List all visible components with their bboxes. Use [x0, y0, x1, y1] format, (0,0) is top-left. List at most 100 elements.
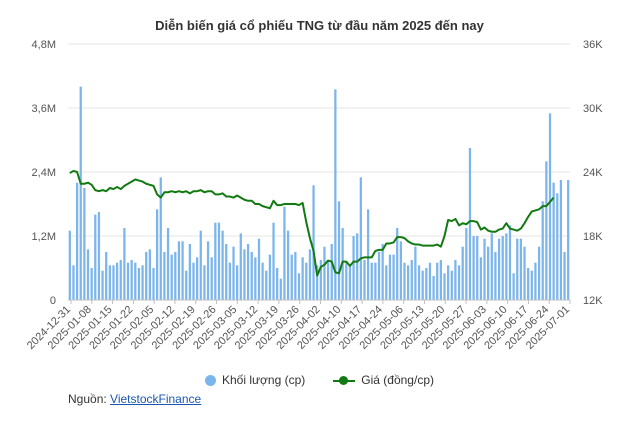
volume-bar[interactable] [261, 262, 264, 300]
volume-bar[interactable] [370, 262, 373, 300]
volume-bar[interactable] [225, 244, 228, 300]
volume-bar[interactable] [214, 222, 217, 300]
volume-bar[interactable] [137, 268, 141, 300]
volume-bar[interactable] [323, 246, 326, 300]
volume-bar[interactable] [439, 260, 442, 300]
volume-bar[interactable] [265, 270, 268, 300]
volume-bar[interactable] [454, 260, 457, 300]
volume-bar[interactable] [377, 252, 381, 300]
legend-item-volume[interactable]: Khối lượng (cp) [205, 373, 305, 387]
volume-bar[interactable] [345, 262, 348, 300]
volume-bar[interactable] [483, 238, 486, 300]
volume-bar[interactable] [305, 262, 308, 300]
volume-bar[interactable] [152, 268, 155, 300]
volume-bar[interactable] [414, 246, 417, 300]
volume-bar[interactable] [392, 254, 395, 300]
volume-bar[interactable] [105, 252, 108, 300]
volume-bar[interactable] [385, 265, 388, 300]
volume-bar[interactable] [90, 268, 93, 300]
volume-bar[interactable] [206, 241, 210, 300]
volume-bar[interactable] [396, 228, 399, 300]
volume-bar[interactable] [97, 212, 101, 300]
volume-bar[interactable] [148, 249, 151, 300]
volume-bar[interactable] [181, 241, 184, 300]
volume-bar[interactable] [465, 228, 468, 300]
volume-bar[interactable] [297, 273, 301, 300]
volume-bar[interactable] [123, 228, 126, 300]
volume-bar[interactable] [457, 265, 461, 300]
volume-bar[interactable] [541, 201, 544, 300]
volume-bar[interactable] [527, 268, 530, 300]
volume-bar[interactable] [512, 273, 515, 300]
volume-bar[interactable] [407, 265, 410, 300]
volume-bar[interactable] [421, 270, 424, 300]
volume-bar[interactable] [519, 238, 523, 300]
volume-bar[interactable] [101, 270, 104, 300]
volume-bar[interactable] [356, 233, 359, 300]
volume-bar[interactable] [112, 265, 115, 300]
volume-bar[interactable] [246, 244, 250, 300]
volume-bar[interactable] [530, 270, 533, 300]
volume-bar[interactable] [130, 260, 133, 300]
volume-bar[interactable] [159, 177, 162, 300]
volume-bar[interactable] [330, 244, 333, 300]
volume-bar[interactable] [192, 262, 195, 300]
volume-bar[interactable] [523, 246, 526, 300]
volume-bar[interactable] [359, 177, 362, 300]
volume-bar[interactable] [476, 236, 479, 300]
volume-bar[interactable] [221, 230, 224, 300]
volume-bar[interactable] [250, 252, 253, 300]
volume-bar[interactable] [381, 244, 384, 300]
volume-bar[interactable] [119, 260, 122, 300]
volume-bar[interactable] [425, 268, 428, 300]
volume-bar[interactable] [447, 265, 450, 300]
volume-bar[interactable] [210, 257, 213, 300]
volume-bar[interactable] [537, 246, 541, 300]
volume-bar[interactable] [417, 265, 421, 300]
volume-bar[interactable] [283, 206, 286, 300]
volume-bar[interactable] [72, 265, 75, 300]
volume-bar[interactable] [563, 252, 566, 300]
volume-bar[interactable] [177, 241, 181, 300]
volume-bar[interactable] [108, 265, 111, 300]
volume-bar[interactable] [567, 180, 570, 300]
volume-bar[interactable] [556, 193, 559, 300]
volume-bar[interactable] [337, 201, 341, 300]
volume-bar[interactable] [257, 238, 261, 300]
volume-bar[interactable] [374, 262, 377, 300]
volume-bar[interactable] [228, 262, 232, 300]
volume-bar[interactable] [334, 89, 337, 300]
legend-item-price[interactable]: Giá (đồng/cp) [333, 373, 434, 387]
volume-bar[interactable] [468, 148, 472, 300]
volume-bar[interactable] [516, 238, 519, 300]
volume-bar[interactable] [141, 265, 144, 300]
volume-bar[interactable] [268, 254, 272, 300]
volume-bar[interactable] [174, 252, 177, 300]
volume-bar[interactable] [163, 252, 166, 300]
volume-bar[interactable] [410, 260, 413, 300]
volume-bar[interactable] [494, 252, 497, 300]
volume-bar[interactable] [286, 230, 290, 300]
volume-bar[interactable] [134, 262, 137, 300]
volume-bar[interactable] [156, 209, 159, 300]
volume-bar[interactable] [301, 257, 304, 300]
volume-bar[interactable] [399, 241, 402, 300]
volume-bar[interactable] [552, 182, 555, 300]
volume-bar[interactable] [79, 86, 82, 300]
volume-bar[interactable] [279, 278, 282, 300]
volume-bar[interactable] [276, 268, 279, 300]
volume-bar[interactable] [236, 265, 239, 300]
volume-bar[interactable] [312, 185, 315, 300]
volume-bar[interactable] [497, 238, 501, 300]
volume-bar[interactable] [316, 265, 319, 300]
volume-bar[interactable] [243, 249, 246, 300]
volume-bar[interactable] [86, 249, 90, 300]
volume-bar[interactable] [319, 260, 322, 300]
volume-bar[interactable] [196, 257, 199, 300]
price-series-line[interactable] [69, 169, 555, 277]
volume-bar[interactable] [490, 233, 493, 300]
volume-bar[interactable] [272, 222, 275, 300]
volume-bar[interactable] [254, 257, 257, 300]
volume-bar[interactable] [75, 182, 79, 300]
volume-bar[interactable] [188, 244, 191, 300]
